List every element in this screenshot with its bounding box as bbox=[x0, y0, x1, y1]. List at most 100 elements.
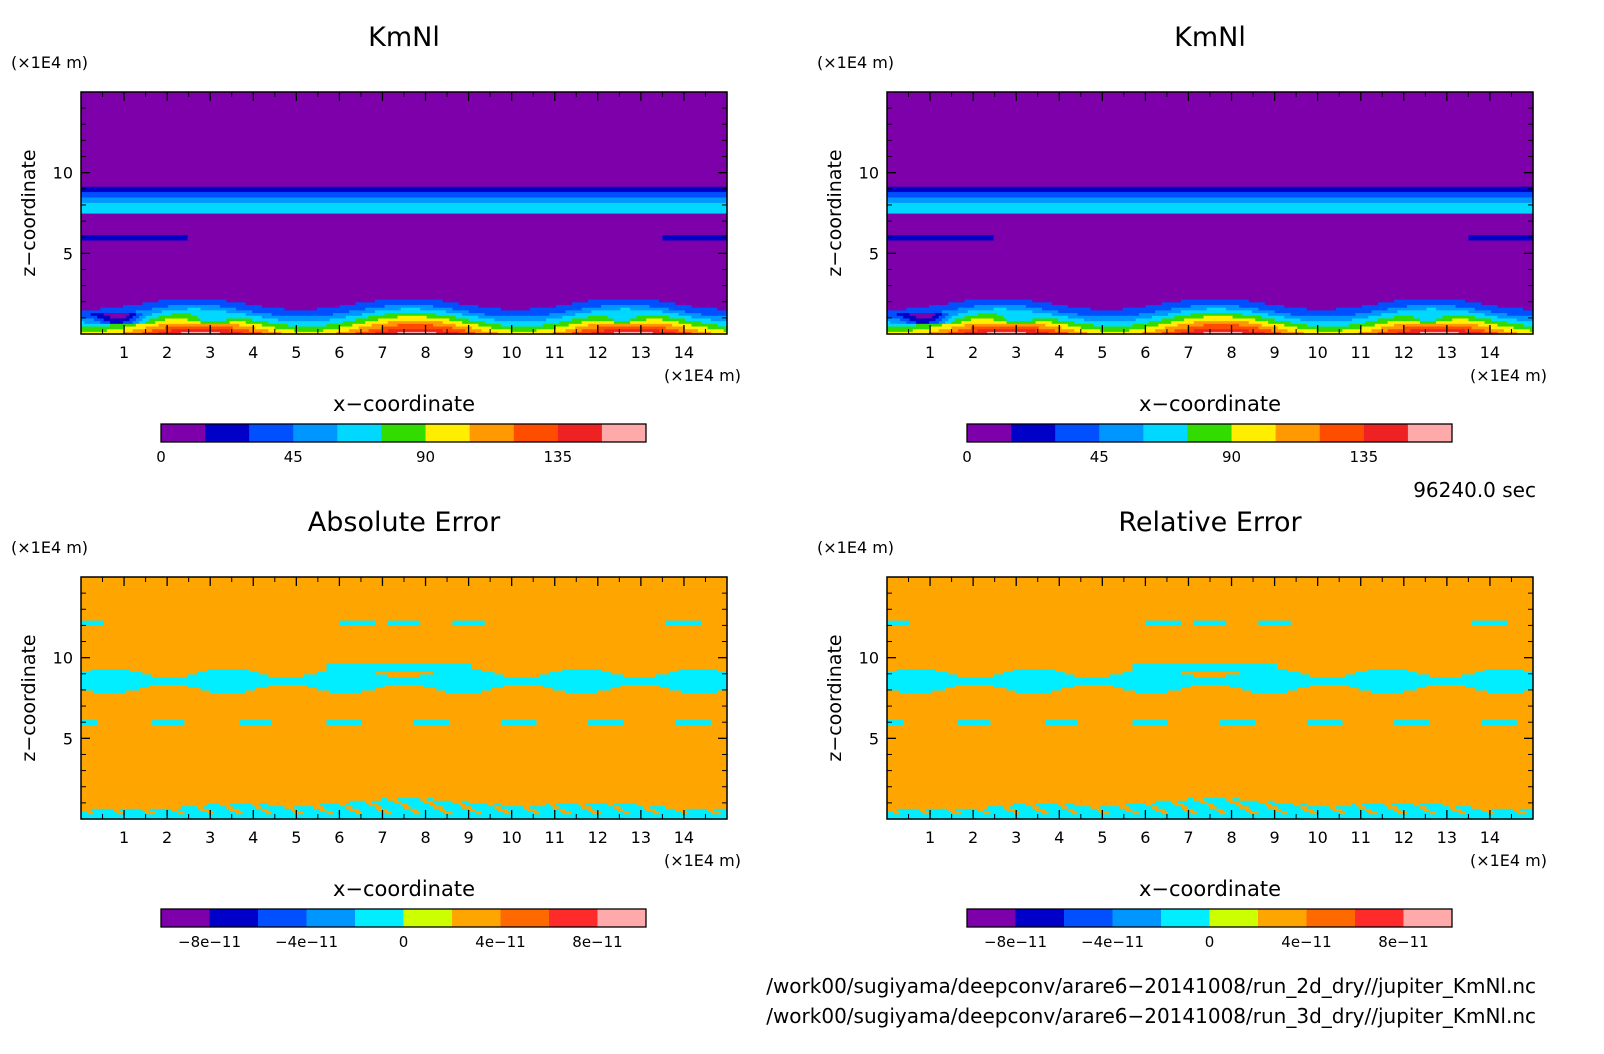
heatmap-cell bbox=[1339, 810, 1347, 815]
heatmap-cell bbox=[887, 129, 1534, 133]
heatmap-cell bbox=[1239, 805, 1250, 809]
heatmap-cell bbox=[81, 140, 728, 144]
heatmap-cell bbox=[887, 770, 1534, 774]
heatmap-cell bbox=[436, 802, 460, 807]
heatmap-cell bbox=[268, 328, 295, 332]
heatmap-cell bbox=[701, 312, 728, 316]
heatmap-cell bbox=[887, 102, 1534, 107]
heatmap-cell bbox=[1132, 665, 1279, 670]
x-tick-label: 3 bbox=[1011, 828, 1021, 847]
heatmap-cell bbox=[1200, 800, 1208, 804]
heatmap-cell bbox=[1090, 307, 1124, 311]
heatmap-cell bbox=[81, 757, 728, 761]
heatmap-cell bbox=[1274, 800, 1534, 804]
heatmap-cell bbox=[887, 593, 1534, 597]
heatmap-cell bbox=[320, 808, 328, 812]
heatmap-cell bbox=[336, 331, 357, 335]
heatmap-cell bbox=[887, 113, 1534, 117]
heatmap-cell bbox=[148, 808, 173, 812]
heatmap-cell bbox=[284, 307, 318, 311]
heatmap-cell bbox=[1387, 805, 1398, 809]
heatmap-cell bbox=[958, 328, 979, 332]
heatmap-cell bbox=[887, 116, 1534, 120]
heatmap-cell bbox=[691, 315, 728, 319]
heatmap-cell bbox=[887, 679, 1534, 683]
heatmap-cell bbox=[423, 800, 434, 804]
heatmap-cell bbox=[1061, 325, 1082, 330]
heatmap-cell bbox=[497, 331, 554, 335]
heatmap-cell bbox=[1258, 620, 1292, 624]
heatmap-cell bbox=[158, 299, 227, 303]
heatmap-cell bbox=[81, 129, 728, 133]
heatmap-cell bbox=[887, 285, 1534, 289]
heatmap-cell bbox=[887, 598, 1534, 602]
heatmap-cell bbox=[93, 317, 105, 322]
x-tick-label: 11 bbox=[545, 343, 565, 362]
heatmap-cell bbox=[1287, 689, 1373, 694]
heatmap-cell bbox=[1258, 325, 1279, 330]
heatmap-cell bbox=[1155, 808, 1166, 812]
heatmap-cell bbox=[97, 719, 153, 723]
heatmap-cell bbox=[1100, 328, 1130, 332]
heatmap-cell bbox=[81, 102, 728, 107]
heatmap-cell bbox=[1397, 309, 1469, 314]
colorbar-frame bbox=[966, 908, 1453, 928]
heatmap-cell bbox=[607, 802, 615, 807]
heatmap-cell bbox=[413, 810, 421, 815]
heatmap-cell bbox=[452, 620, 486, 624]
heatmap-cell bbox=[1054, 668, 1134, 672]
heatmap-cell bbox=[555, 802, 580, 807]
heatmap-cell bbox=[546, 802, 550, 807]
heatmap-cell bbox=[1242, 802, 1266, 807]
heatmap-cell bbox=[90, 808, 114, 812]
heatmap-cell bbox=[887, 765, 1534, 769]
heatmap-cell bbox=[81, 97, 728, 101]
heatmap-cell bbox=[887, 676, 1534, 680]
colorbar-swatch bbox=[1231, 424, 1277, 442]
heatmap-cell bbox=[365, 800, 373, 804]
heatmap-cell bbox=[181, 805, 198, 809]
colorbar-swatch bbox=[381, 424, 426, 442]
heatmap-cell bbox=[429, 802, 437, 807]
heatmap-cell bbox=[184, 719, 240, 723]
colorbar-tick-label: −4e−11 bbox=[275, 933, 338, 951]
heatmap-cell bbox=[620, 684, 660, 688]
heatmap-cell bbox=[187, 673, 269, 678]
heatmap-cell bbox=[110, 315, 127, 319]
heatmap-cell bbox=[226, 309, 253, 314]
heatmap-cell bbox=[1193, 320, 1250, 324]
heatmap-cell bbox=[899, 689, 933, 694]
heatmap-cell bbox=[1248, 805, 1269, 809]
heatmap-cell bbox=[1255, 317, 1276, 322]
heatmap-cell bbox=[565, 808, 589, 812]
colorbar-swatch bbox=[161, 909, 210, 927]
heatmap-cell bbox=[932, 315, 940, 319]
heatmap-cell bbox=[919, 808, 927, 812]
heatmap-cell bbox=[1407, 668, 1486, 672]
heatmap-cell bbox=[81, 234, 189, 238]
heatmap-cell bbox=[374, 805, 382, 809]
heatmap-cell bbox=[1171, 320, 1195, 324]
heatmap-cell bbox=[887, 681, 1534, 686]
heatmap-cell bbox=[81, 309, 137, 314]
heatmap-cell bbox=[1419, 802, 1444, 807]
heatmap-cell bbox=[142, 317, 150, 322]
heatmap-cell bbox=[887, 309, 943, 314]
heatmap-cell bbox=[948, 808, 956, 812]
heatmap-cell bbox=[187, 684, 269, 688]
heatmap-cell bbox=[158, 331, 182, 335]
heatmap-cell bbox=[887, 617, 1534, 621]
heatmap-cell bbox=[887, 266, 1534, 271]
heatmap-cell bbox=[887, 775, 1534, 780]
heatmap-cell bbox=[1180, 805, 1188, 809]
heatmap-cell bbox=[675, 301, 728, 306]
heatmap-cell bbox=[349, 309, 376, 314]
heatmap-cell bbox=[484, 620, 667, 624]
heatmap-cell bbox=[210, 808, 231, 812]
heatmap-cell bbox=[339, 620, 376, 624]
heatmap-cell bbox=[1067, 808, 1075, 812]
heatmap-cell bbox=[400, 800, 424, 804]
heatmap-cell bbox=[710, 719, 728, 723]
